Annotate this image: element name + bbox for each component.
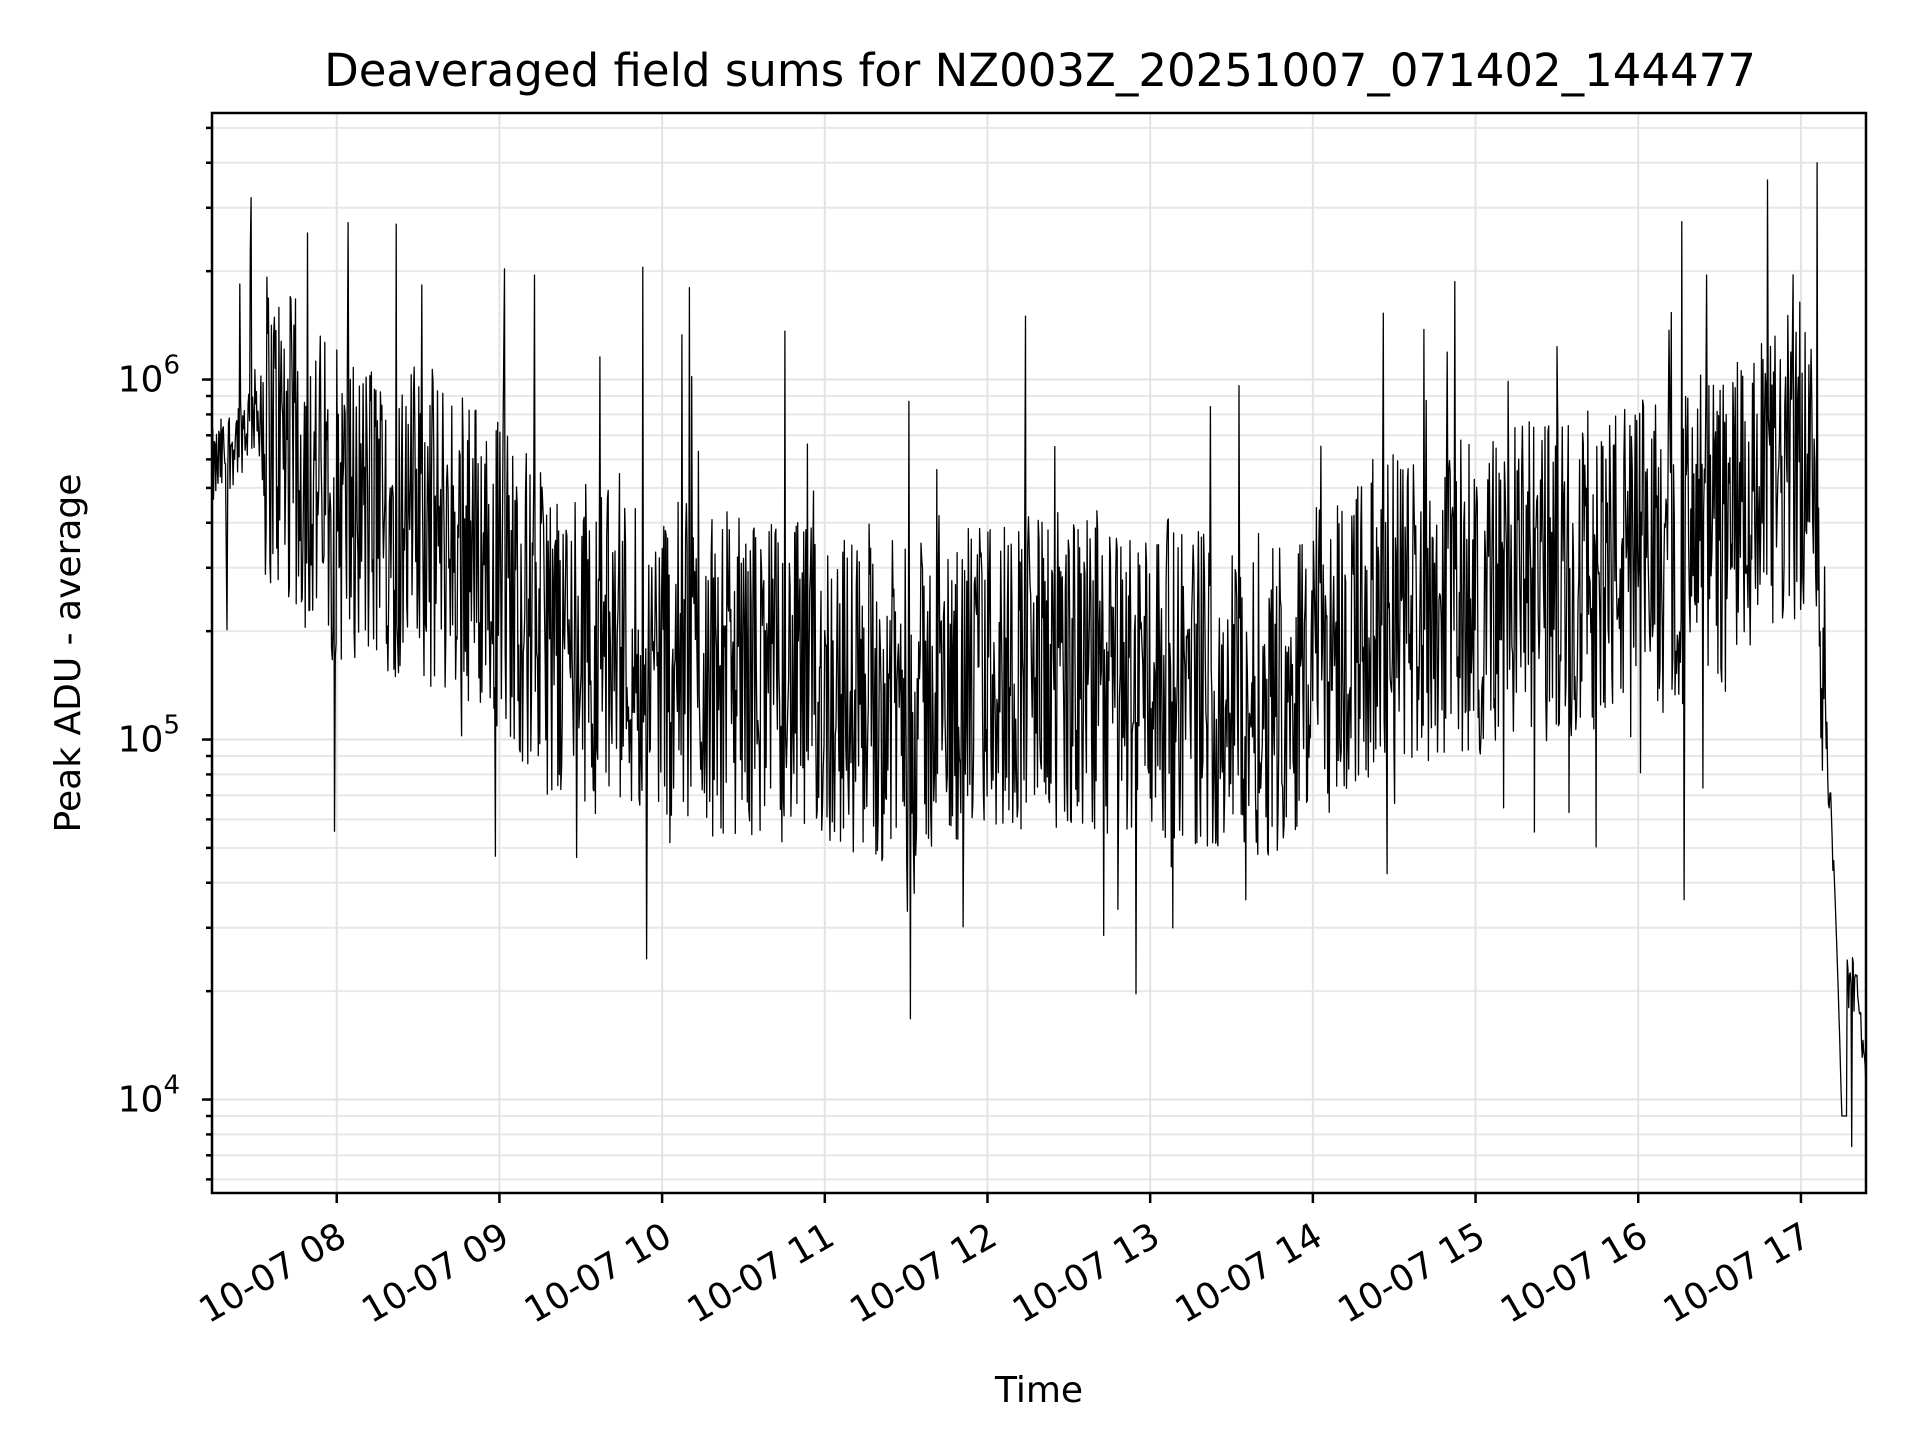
x-tick-label: 10-07 09	[355, 1215, 516, 1331]
series-line	[211, 162, 1867, 1148]
chart-title: Deaveraged field sums for NZ003Z_2025100…	[324, 44, 1756, 97]
x-axis-label: Time	[994, 1370, 1083, 1411]
y-tick-label: 104	[118, 1071, 180, 1121]
x-tick-label: 10-07 11	[681, 1215, 842, 1331]
grid	[212, 113, 1866, 1193]
y-axis: 104 105 106	[118, 126, 212, 1181]
x-tick-label: 10-07 12	[843, 1215, 1004, 1331]
x-tick-label: 10-07 14	[1169, 1215, 1330, 1331]
y-axis-label: Peak ADU - average	[48, 474, 89, 833]
plot-frame	[210, 111, 1868, 1195]
x-tick-label: 10-07 10	[518, 1215, 679, 1331]
x-tick-label: 10-07 17	[1657, 1215, 1818, 1331]
plot-area	[211, 162, 1867, 1148]
x-tick-label: 10-07 16	[1494, 1215, 1655, 1331]
x-tick-label: 10-07 13	[1006, 1215, 1167, 1331]
x-tick-label: 10-07 15	[1331, 1215, 1492, 1331]
x-axis: 10-07 08 10-07 09 10-07 10 10-07 11 10-07 12…	[193, 1193, 1818, 1332]
y-tick-label: 105	[118, 711, 180, 761]
x-tick-label: 10-07 08	[193, 1215, 354, 1331]
y-tick-label: 106	[118, 351, 180, 401]
